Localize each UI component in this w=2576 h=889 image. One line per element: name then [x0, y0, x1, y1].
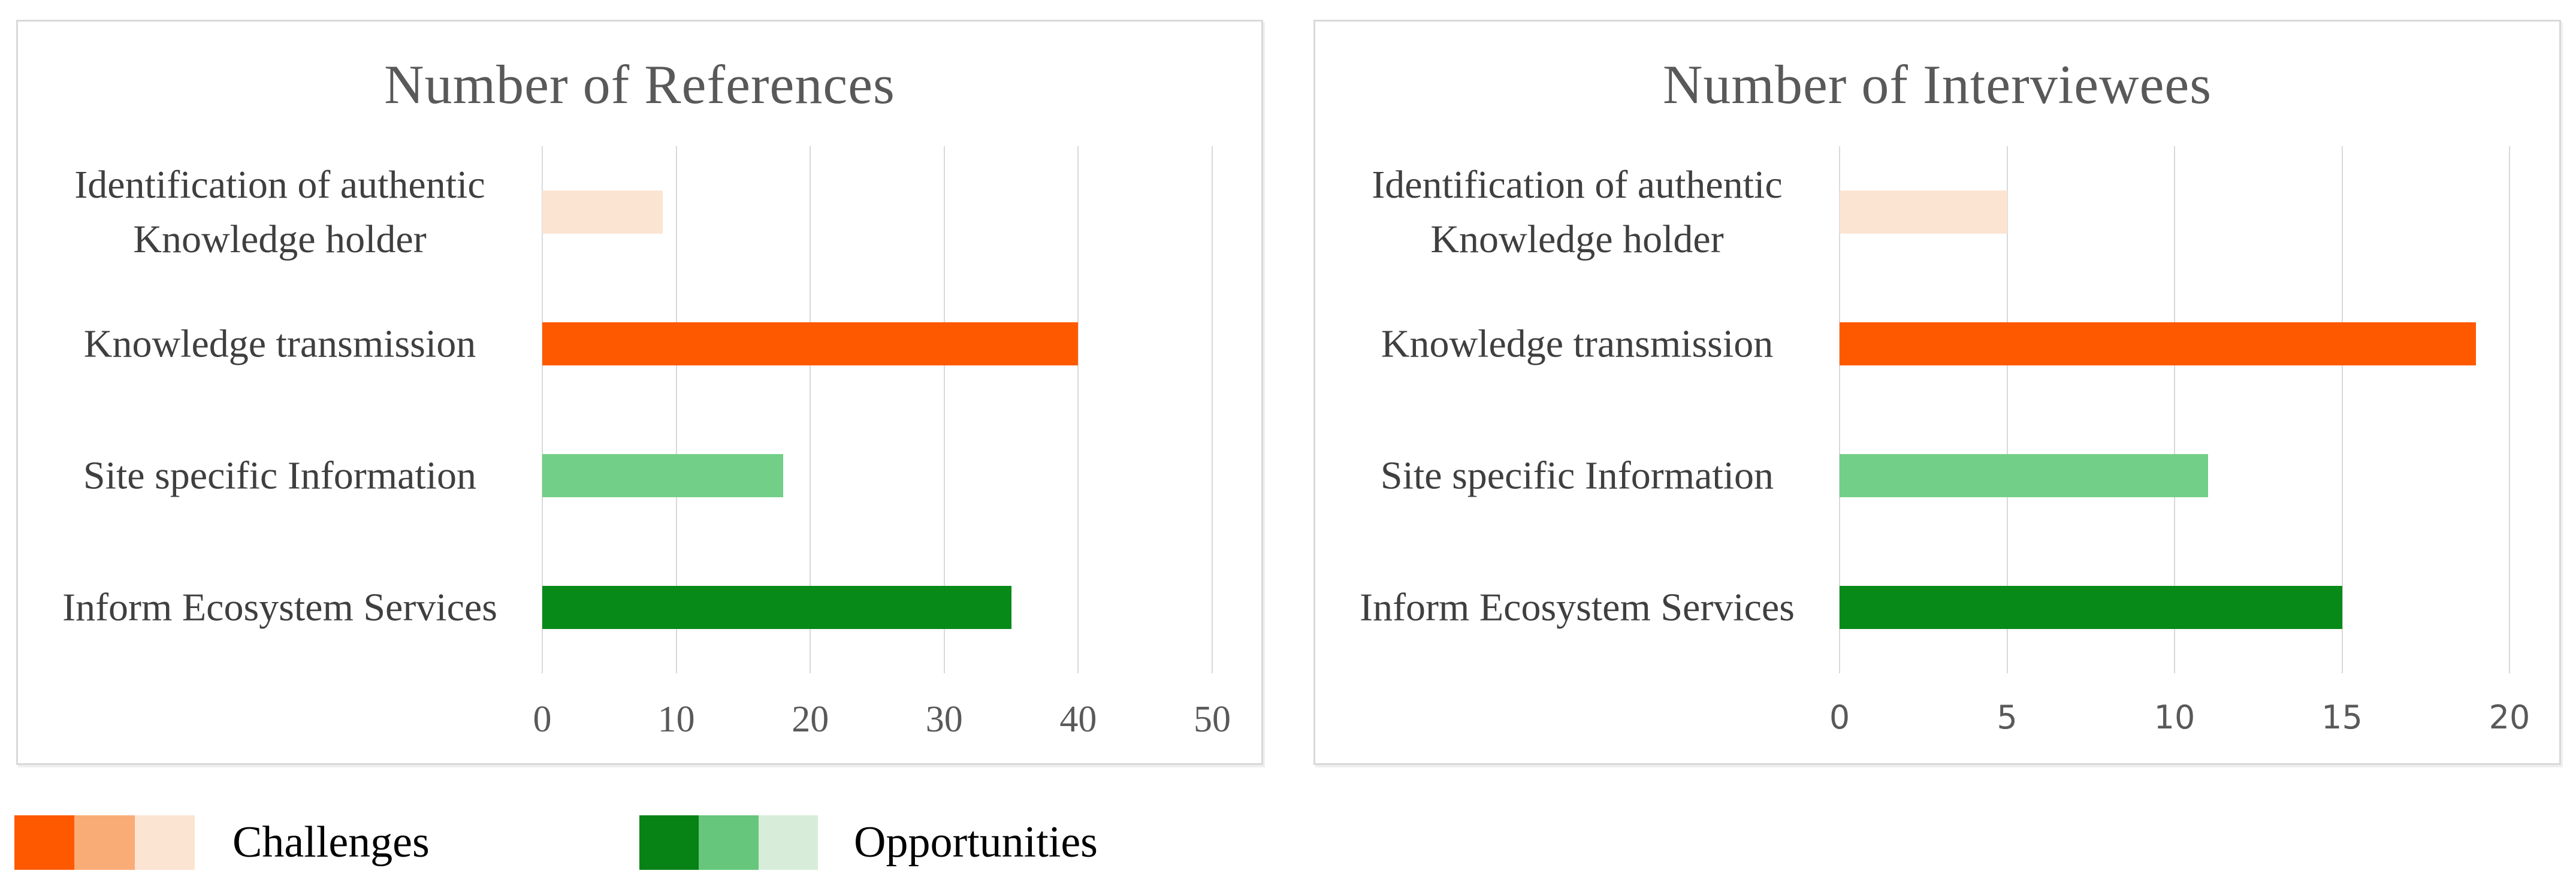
x-axis-tick-label: 10: [2154, 698, 2196, 736]
bar-knowledge-transmission: [542, 322, 1079, 365]
gridline-x15: [2341, 146, 2343, 673]
x-axis-tick-label: 50: [1194, 699, 1231, 740]
category-label: Knowledge transmission: [1381, 322, 1774, 366]
legend-stripe-2: [134, 815, 195, 870]
gridline-x50: [1212, 146, 1213, 673]
gridline-x5: [2006, 146, 2008, 673]
bar-inform-ecosystem-services: [542, 586, 1011, 629]
category-label: Site specific Information: [1380, 453, 1774, 498]
x-axis-tick-label: 0: [1829, 698, 1850, 736]
category-label: Identification of authentic Knowledge ho…: [1372, 162, 1783, 261]
gridline-x10: [2174, 146, 2175, 673]
chart-title-interviewees: Number of Interviewees: [1662, 54, 2212, 115]
bar-knowledge-transmission: [1840, 322, 2477, 365]
bar-identification-of-authentic-knowledge-holder: [542, 190, 663, 234]
x-axis-tick-label: 30: [925, 699, 963, 740]
legend-stripe-1: [74, 815, 135, 870]
bar-site-specific-information: [542, 454, 784, 497]
legend-stripe-0: [14, 815, 75, 870]
x-axis-tick-label: 10: [657, 699, 695, 740]
legend-swatch-challenges: [14, 815, 195, 870]
x-axis-tick-label: 15: [2321, 698, 2363, 736]
legend-stripe-1: [699, 815, 759, 870]
gridline-x40: [1077, 146, 1079, 673]
category-label: Inform Ecosystem Services: [62, 585, 497, 630]
legend-label-challenges: Challenges: [232, 818, 430, 867]
gridline-x10: [675, 146, 677, 673]
plot-area-interviewees: 0 5 10 15 20 Identification of authentic Know…: [1360, 146, 2530, 736]
bar-inform-ecosystem-services: [1840, 586, 2342, 629]
legend-stripe-2: [758, 815, 818, 870]
x-axis-tick-label: 5: [1997, 698, 2018, 736]
gridline-x20: [810, 146, 811, 673]
category-label: Inform Ecosystem Services: [1360, 585, 1795, 630]
x-axis-tick-label: 40: [1059, 699, 1097, 740]
legend-label-opportunities: Opportunities: [854, 818, 1098, 867]
category-label: Identification of authentic Knowledge ho…: [74, 162, 485, 261]
x-axis-tick-label: 0: [533, 699, 552, 740]
chart-title-references: Number of References: [384, 54, 895, 115]
gridline-x20: [2509, 146, 2510, 673]
gridline-x0: [542, 146, 543, 673]
x-axis-tick-label: 20: [792, 699, 829, 740]
category-label: Site specific Information: [83, 453, 477, 498]
chart-panel-references: Number of References 0 10 20 30 40 50 Identifi…: [16, 20, 1263, 765]
legend-stripe-0: [639, 815, 699, 870]
gridline-x30: [943, 146, 945, 673]
category-label: Knowledge transmission: [83, 322, 476, 366]
gridline-x0: [1839, 146, 1840, 673]
x-axis-tick-label: 20: [2489, 698, 2530, 736]
plot-area-references: 0 10 20 30 40 50 Identification of authentic K…: [62, 146, 1231, 740]
chart-panel-interviewees: Number of Interviewees 0 5 10 15 20 Identific…: [1313, 20, 2561, 765]
bar-identification-of-authentic-knowledge-holder: [1840, 190, 2007, 234]
bar-site-specific-information: [1840, 454, 2208, 497]
legend-swatch-opportunities: [639, 815, 818, 870]
